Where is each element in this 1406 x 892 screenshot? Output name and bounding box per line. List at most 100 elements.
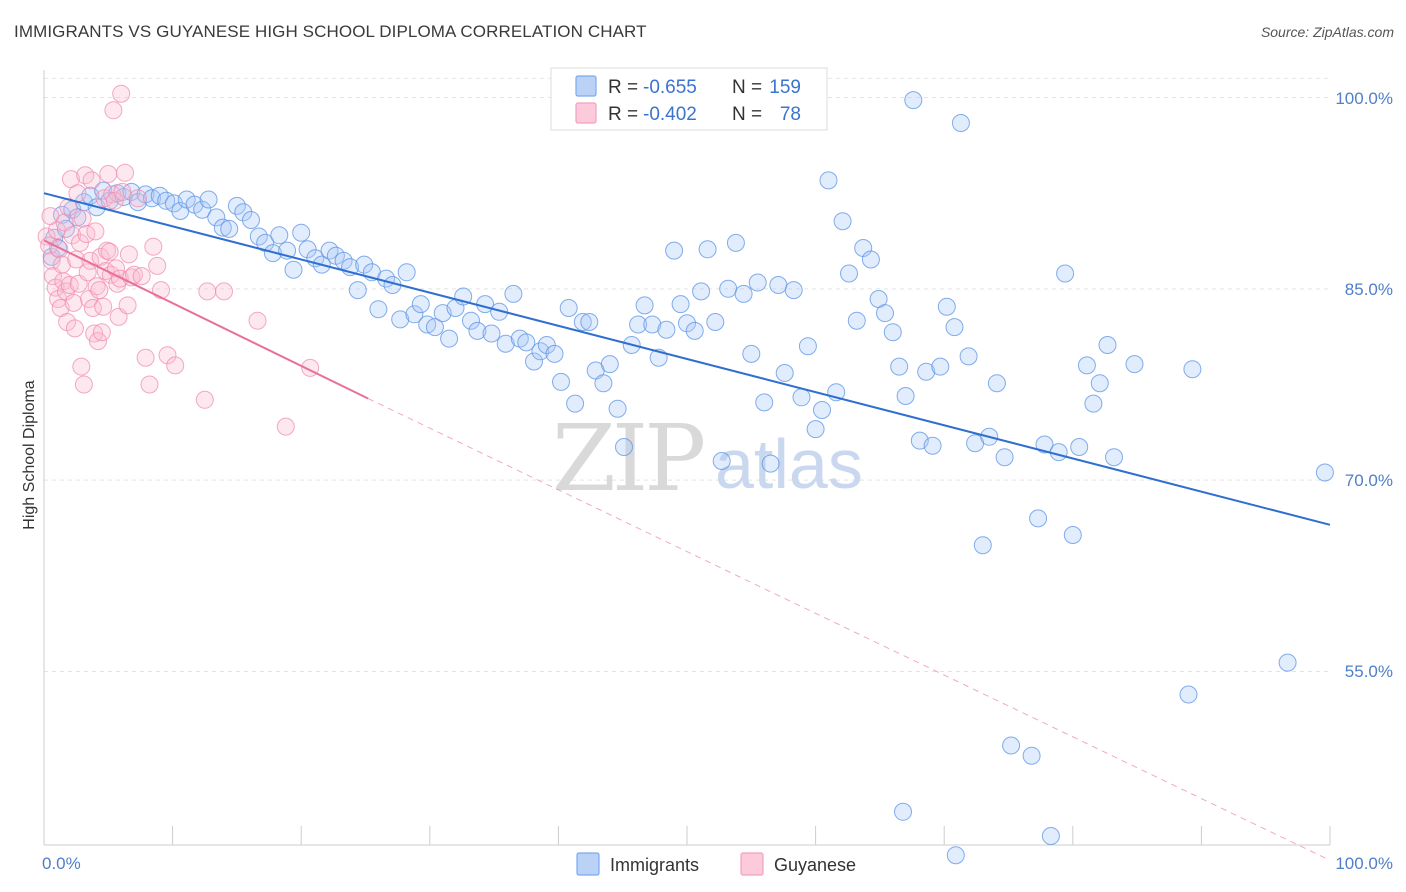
immigrants-point-87 <box>635 296 654 315</box>
immigrants-point-129 <box>931 357 950 376</box>
immigrants-point-84 <box>615 438 633 456</box>
guyanese-point-57 <box>113 182 132 201</box>
guyanese-point-65 <box>136 348 155 367</box>
guyanese-point-74 <box>215 282 233 301</box>
legend-r-label-guyanese: R = <box>608 104 638 125</box>
immigrants-point-46 <box>348 281 367 300</box>
guyanese-point-24 <box>71 233 89 252</box>
immigrants-point-109 <box>792 388 811 407</box>
guyanese-point-70 <box>158 346 177 365</box>
guyanese-point-67 <box>144 237 163 256</box>
immigrants-point-70 <box>517 333 536 352</box>
guyanese-point-66 <box>140 375 159 394</box>
immigrants-point-31 <box>242 211 260 229</box>
immigrants-point-76 <box>559 299 578 317</box>
x-tick-label-0: 0.0% <box>42 854 81 873</box>
immigrants-point-97 <box>706 313 725 331</box>
immigrants-point-88 <box>643 315 662 334</box>
immigrants-point-74 <box>545 344 564 363</box>
x-tick-marks <box>43 826 1331 845</box>
series-legend-label-guyanese: Guyanese <box>774 855 856 875</box>
gridlines <box>44 77 1330 672</box>
guyanese-point-76 <box>276 417 295 436</box>
immigrants-point-122 <box>883 323 902 342</box>
guyanese-point-73 <box>198 282 217 301</box>
immigrants-point-127 <box>917 362 936 381</box>
immigrants-point-133 <box>959 347 978 366</box>
immigrants-point-78 <box>573 313 592 331</box>
immigrants-point-147 <box>1070 438 1089 456</box>
guyanese-point-64 <box>132 267 151 286</box>
immigrants-point-156 <box>1278 653 1297 672</box>
immigrants-point-28 <box>220 219 239 238</box>
immigrants-point-10 <box>94 181 113 200</box>
source-label: Source: ZipAtlas.com <box>1260 24 1394 40</box>
legend-n-label-guyanese: N = <box>732 104 762 125</box>
immigrants-point-38 <box>292 223 311 242</box>
immigrants-point-113 <box>819 171 838 190</box>
watermark-atlas: atlas <box>715 425 863 503</box>
legend-r-value-guyanese: -0.402 <box>643 104 697 125</box>
series-legend: Immigrants Guyanese <box>576 852 856 876</box>
guyanese-point-58 <box>116 163 134 182</box>
immigrants-point-100 <box>726 233 745 252</box>
immigrants-point-141 <box>1029 509 1048 528</box>
immigrants-point-143 <box>1041 827 1060 845</box>
immigrants-point-96 <box>698 240 717 259</box>
immigrants-point-93 <box>678 314 696 333</box>
guyanese-point-59 <box>118 296 137 315</box>
guyanese-point-42 <box>94 297 113 316</box>
immigrants-point-79 <box>580 313 599 331</box>
correlation-legend: R = -0.655 N = 159 R = -0.402 N = 78 <box>550 67 828 131</box>
immigrants-point-95 <box>692 282 711 301</box>
immigrants-point-139 <box>1002 736 1021 755</box>
immigrants-point-132 <box>951 114 970 132</box>
guyanese-point-46 <box>99 165 118 183</box>
immigrants-point-148 <box>1077 356 1096 375</box>
y-tick-label-55: 55.0% <box>1345 662 1393 681</box>
immigrants-point-65 <box>482 324 501 343</box>
immigrants-point-124 <box>896 387 915 405</box>
immigrants-point-91 <box>665 241 684 260</box>
guyanese-point-60 <box>119 245 138 264</box>
immigrants-point-92 <box>671 295 690 314</box>
immigrants-point-159 <box>946 846 965 865</box>
y-axis-label: High School Diploma <box>21 380 38 530</box>
immigrants-point-150 <box>1090 374 1109 393</box>
immigrants-point-140 <box>1022 746 1041 765</box>
immigrants-point-4 <box>56 219 75 238</box>
immigrants-point-68 <box>504 284 523 303</box>
guyanese-point-69 <box>152 281 170 300</box>
immigrants-point-115 <box>833 212 852 231</box>
guyanese-point-50 <box>104 101 123 120</box>
immigrants-point-59 <box>440 329 459 348</box>
immigrants-point-104 <box>755 393 774 412</box>
guyanese-point-26 <box>73 209 92 228</box>
series-legend-swatch-guyanese <box>740 852 764 876</box>
legend-n-value-guyanese: 78 <box>775 104 801 125</box>
guyanese-trend-line <box>43 239 369 400</box>
immigrants-point-105 <box>761 454 780 473</box>
immigrants-point-94 <box>685 321 704 340</box>
immigrants-point-106 <box>769 276 788 294</box>
immigrants-point-49 <box>369 300 388 319</box>
immigrants-points <box>42 91 1334 865</box>
guyanese-point-8 <box>50 240 69 259</box>
immigrants-point-107 <box>775 364 794 382</box>
immigrants-point-151 <box>1098 336 1117 354</box>
immigrants-point-0 <box>42 247 61 266</box>
immigrants-point-57 <box>425 318 444 337</box>
immigrants-point-102 <box>742 344 761 363</box>
immigrants-point-144 <box>1049 443 1068 462</box>
immigrants-trend-line <box>43 192 1331 526</box>
immigrants-point-90 <box>657 320 676 339</box>
y-tick-label-100: 100.0% <box>1335 89 1393 108</box>
immigrants-point-86 <box>629 315 648 334</box>
legend-swatch-guyanese <box>575 102 597 124</box>
immigrants-point-154 <box>1183 360 1202 379</box>
legend-box <box>550 67 828 131</box>
immigrants-point-71 <box>525 352 543 371</box>
immigrants-point-111 <box>806 420 825 439</box>
x-tick-label-100: 100.0% <box>1335 854 1393 873</box>
immigrants-point-121 <box>876 304 894 323</box>
